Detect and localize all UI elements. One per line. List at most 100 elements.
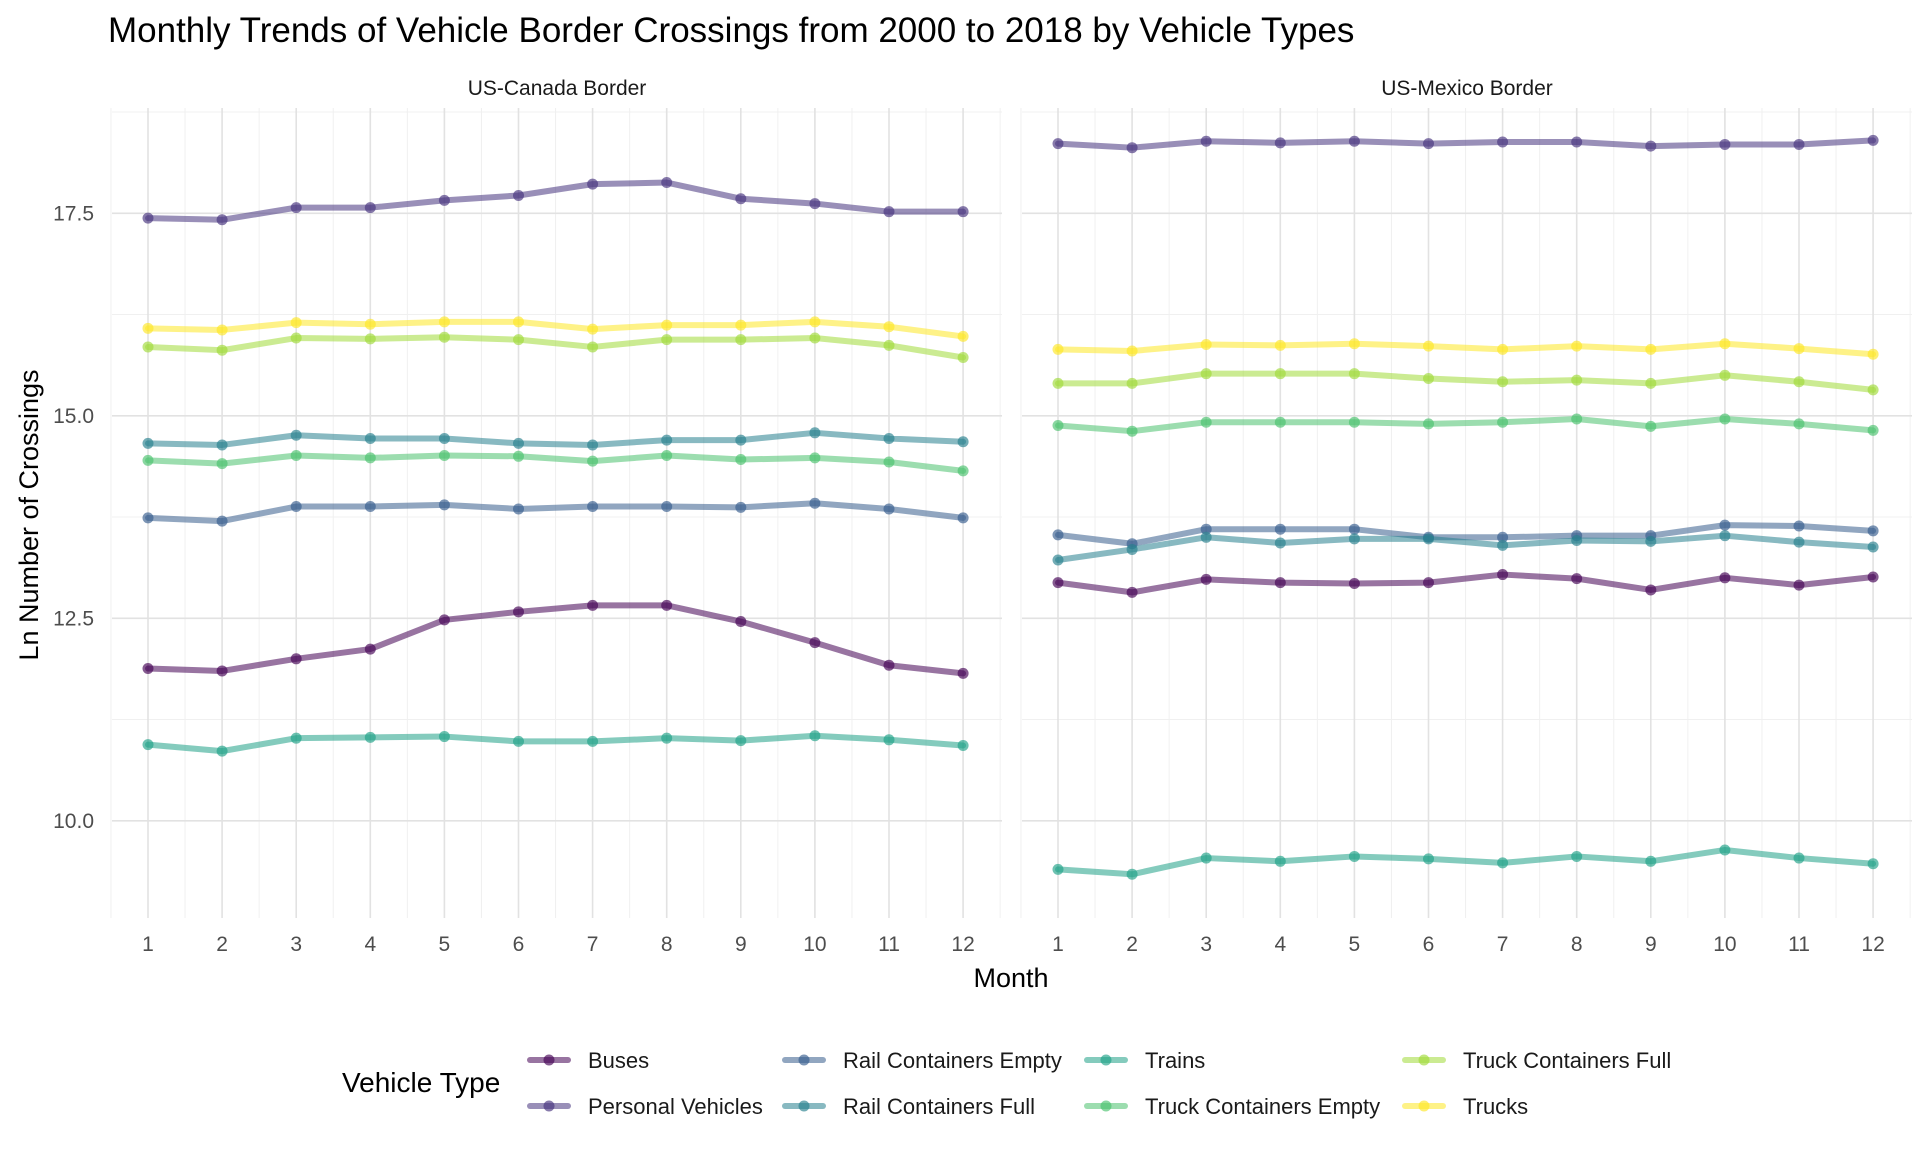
data-point [809, 332, 821, 344]
data-point [1274, 523, 1286, 535]
data-point [1200, 523, 1212, 535]
data-point [142, 341, 154, 353]
data-point [290, 501, 302, 513]
legend-key-point [798, 1054, 810, 1066]
data-point [957, 436, 969, 448]
data-point [1348, 577, 1360, 589]
x-tick-label: 4 [1274, 933, 1286, 956]
x-tick-label: 2 [1126, 933, 1138, 956]
data-point [957, 739, 969, 751]
data-point [661, 501, 673, 513]
legend-label: Truck Containers Full [1463, 1048, 1671, 1073]
y-tick-label: 15.0 [53, 405, 94, 428]
data-point [809, 316, 821, 328]
data-point [1645, 855, 1657, 867]
data-point [142, 437, 154, 449]
x-tick-label: 3 [290, 933, 302, 956]
data-point [587, 323, 599, 335]
data-point [1052, 377, 1064, 389]
series-truck-containers-empty [1052, 413, 1879, 437]
data-point [1497, 857, 1509, 869]
data-point [1793, 536, 1805, 548]
data-point [1126, 543, 1138, 555]
series-line [1055, 340, 1877, 358]
data-point [661, 449, 673, 461]
data-point [1867, 541, 1879, 553]
data-point [1719, 844, 1731, 856]
data-point [513, 450, 524, 462]
data-point [1348, 338, 1360, 350]
series-truck-containers-full [142, 331, 969, 363]
data-point [1274, 137, 1286, 149]
data-point [735, 735, 747, 747]
data-point [1793, 376, 1805, 388]
series-buses [142, 599, 969, 679]
data-point [1052, 529, 1064, 541]
data-point [364, 202, 376, 214]
x-tick-label: 12 [951, 933, 974, 956]
data-point [1348, 533, 1360, 545]
data-point [290, 317, 302, 329]
x-tick-label: 2 [216, 933, 228, 956]
data-point [957, 206, 969, 218]
x-tick-label: 3 [1200, 933, 1212, 956]
series-line [1055, 370, 1877, 393]
data-point [1052, 138, 1064, 150]
data-point [438, 449, 450, 461]
legend-key-point [1100, 1100, 1112, 1112]
data-point [438, 614, 450, 626]
data-point [1274, 537, 1286, 549]
data-point [735, 454, 747, 466]
series-trucks [142, 316, 969, 342]
data-point [364, 333, 376, 345]
data-point [661, 434, 673, 446]
data-point [1126, 868, 1138, 880]
facet-label: US-Mexico Border [1381, 77, 1553, 100]
data-point [957, 512, 969, 524]
data-point [216, 344, 228, 356]
data-point [142, 739, 154, 751]
data-point [735, 319, 747, 331]
data-point [1200, 416, 1212, 428]
x-tick-label: 11 [878, 933, 900, 956]
data-point [1126, 586, 1138, 598]
series-trucks [1052, 338, 1879, 360]
data-point [587, 341, 599, 353]
data-point [1645, 343, 1657, 355]
series-line [145, 179, 967, 223]
x-tick-label: 8 [1571, 933, 1583, 956]
x-tick-label: 1 [142, 933, 154, 956]
x-tick-label: 6 [513, 933, 525, 956]
legend-item-trucks: Trucks [1402, 1094, 1528, 1119]
data-point [513, 189, 524, 201]
data-point [957, 330, 969, 342]
data-point [883, 659, 895, 671]
data-point [216, 458, 228, 470]
legend: Vehicle Type Buses Personal Vehicles Rail … [342, 1048, 1671, 1119]
x-tick-label: 9 [1645, 933, 1657, 956]
data-point [364, 643, 376, 655]
data-point [1571, 850, 1583, 862]
data-point [1497, 569, 1509, 581]
data-point [809, 497, 821, 509]
data-point [587, 439, 599, 451]
data-point [587, 599, 599, 611]
data-point [1793, 343, 1805, 355]
data-point [1793, 418, 1805, 430]
data-point [1719, 519, 1731, 531]
data-point [1719, 413, 1731, 425]
x-tick-label: 1 [1052, 933, 1064, 956]
x-tick-label: 7 [587, 933, 599, 956]
legend-item-trains: Trains [1084, 1048, 1205, 1073]
data-point [587, 455, 599, 467]
data-point [1571, 136, 1583, 148]
data-point [809, 427, 821, 439]
x-tick-label: 8 [661, 933, 673, 956]
data-point [1867, 348, 1879, 360]
data-point [364, 501, 376, 513]
series-personal-vehicles [1052, 134, 1879, 154]
series-rail-containers-empty [142, 497, 969, 527]
data-point [735, 334, 747, 346]
data-point [290, 332, 302, 344]
